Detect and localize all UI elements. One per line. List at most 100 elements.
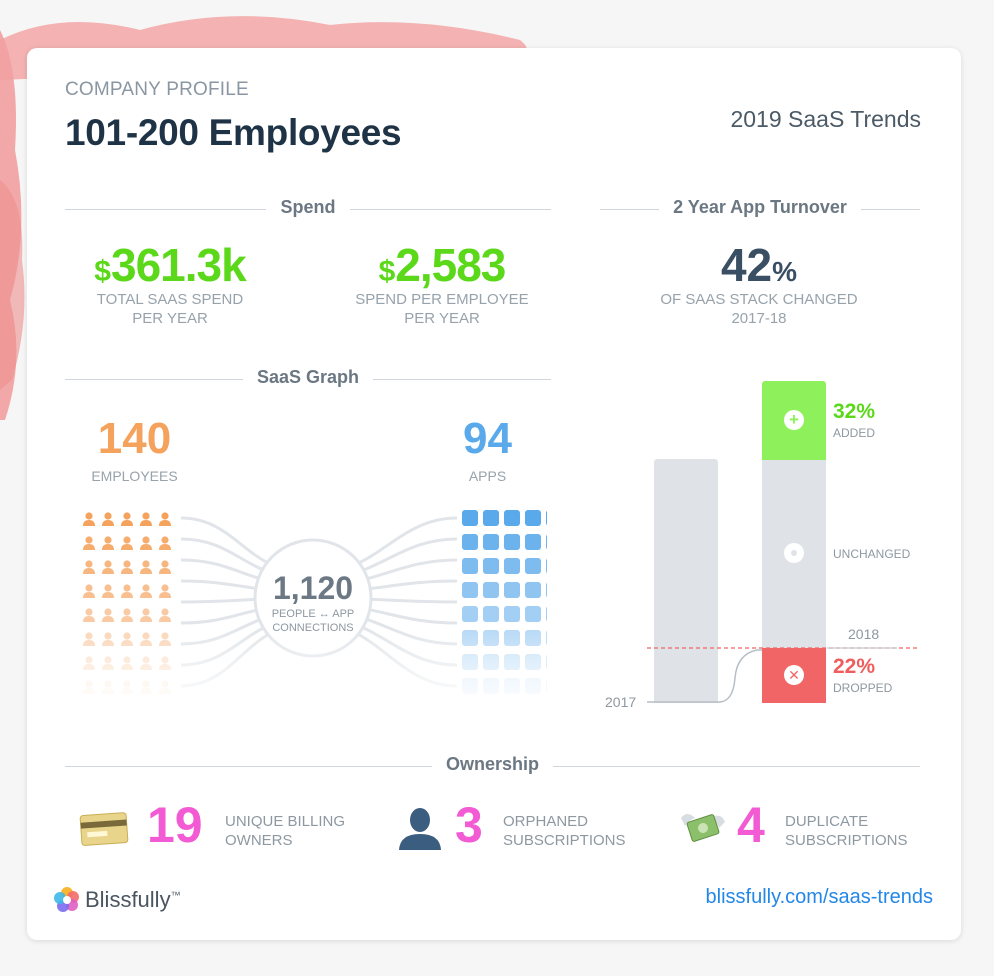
- turnover-section-heading: 2 Year App Turnover: [600, 197, 920, 221]
- app-square-icon: [504, 582, 520, 598]
- orphaned-count: 3: [455, 797, 483, 853]
- x-icon: ✕: [784, 665, 804, 685]
- ownership-heading-label: Ownership: [431, 754, 553, 774]
- spend-section-heading: Spend: [65, 197, 551, 221]
- company-profile-eyebrow: COMPANY PROFILE: [65, 79, 249, 100]
- duplicate-count: 4: [737, 797, 765, 853]
- app-square-icon: [546, 606, 547, 622]
- added-label: ADDED: [833, 426, 876, 440]
- bar-segment-dropped: ✕: [762, 648, 826, 703]
- app-square-icon: [483, 606, 499, 622]
- app-square-icon: [546, 534, 547, 550]
- person-icon: [83, 584, 95, 598]
- turnover-percent: 42%: [720, 239, 798, 291]
- spend-per-employee-stat: $2,583 SPEND PER EMPLOYEE PER YEAR: [344, 238, 540, 328]
- saas-graph-section-heading: SaaS Graph: [65, 367, 551, 391]
- ownership-item-duplicate: 4 DUPLICATE SUBSCRIPTIONS: [677, 796, 917, 856]
- plus-icon: +: [784, 410, 804, 430]
- dropped-legend: 22% DROPPED: [833, 655, 892, 695]
- app-square-icon: [462, 582, 478, 598]
- app-square-icon: [462, 510, 478, 526]
- person-silhouette-icon: [399, 808, 441, 850]
- person-icon: [83, 536, 95, 550]
- person-icon: [102, 584, 114, 598]
- ownership-item-billing: 19 UNIQUE BILLING OWNERS: [79, 796, 359, 856]
- money-with-wings-icon: [681, 814, 725, 842]
- app-square-icon: [525, 534, 541, 550]
- page-title: 101-200 Employees: [65, 112, 402, 153]
- saas-trends-link[interactable]: blissfully.com/saas-trends: [705, 886, 933, 908]
- total-spend-stat: $361.3k TOTAL SAAS SPEND PER YEAR: [75, 238, 265, 328]
- bar-segment-added: +: [762, 381, 826, 460]
- saas-graph-heading-label: SaaS Graph: [242, 367, 374, 387]
- employees-stat: 140 EMPLOYEES: [77, 414, 192, 484]
- person-icon: [140, 608, 152, 622]
- connections-count: 1,120: [272, 570, 354, 606]
- person-icon: [102, 608, 114, 622]
- person-icon: [159, 608, 171, 622]
- connections-caption: PEOPLE ↔ APP CONNECTIONS: [271, 608, 355, 634]
- turnover-stat: 42% OF SAAS STACK CHANGED 2017-18: [639, 238, 879, 328]
- unchanged-label: UNCHANGED: [833, 547, 911, 561]
- bar-segment-unchanged: [762, 460, 826, 648]
- added-legend: 32% ADDED: [833, 400, 875, 440]
- brand-name: Blissfully™: [85, 887, 181, 912]
- person-icon: [140, 584, 152, 598]
- app-square-icon: [462, 558, 478, 574]
- turnover-connectors: [647, 647, 917, 703]
- total-spend-value: $361.3k: [94, 239, 246, 291]
- billing-owners-caption: UNIQUE BILLING OWNERS: [225, 813, 346, 849]
- person-icon: [102, 536, 114, 550]
- app-square-icon: [504, 606, 520, 622]
- saas-network-graph: [77, 510, 547, 706]
- billing-owners-count: 19: [147, 797, 203, 853]
- app-square-icon: [525, 582, 541, 598]
- blissfully-flower-icon: [54, 887, 79, 912]
- app-square-icon: [483, 558, 499, 574]
- app-square-icon: [483, 510, 499, 526]
- total-spend-caption: TOTAL SAAS SPEND PER YEAR: [96, 291, 244, 327]
- person-icon: [121, 560, 133, 574]
- ownership-item-orphaned: 3 ORPHANED SUBSCRIPTIONS: [397, 796, 637, 856]
- year-2018-label: 2018: [848, 626, 880, 642]
- app-square-icon: [462, 534, 478, 550]
- dot-icon: [784, 543, 804, 563]
- person-icon: [159, 536, 171, 550]
- app-square-icon: [483, 582, 499, 598]
- app-square-icon: [483, 534, 499, 550]
- added-percent: 32%: [833, 400, 876, 423]
- person-icon: [159, 512, 171, 526]
- app-square-icon: [546, 558, 547, 574]
- infographic-card: COMPANY PROFILE 101-200 Employees 2019 S…: [27, 48, 961, 940]
- app-square-icon: [504, 534, 520, 550]
- person-icon: [83, 560, 95, 574]
- person-icon: [83, 608, 95, 622]
- app-square-icon: [504, 510, 520, 526]
- connections-stat: 1,120 PEOPLE ↔ APP CONNECTIONS: [253, 570, 373, 635]
- person-icon: [140, 536, 152, 550]
- turnover-caption: OF SAAS STACK CHANGED 2017-18: [660, 291, 858, 327]
- app-square-icon: [525, 606, 541, 622]
- apps-count: 94: [463, 414, 512, 463]
- brand-logo[interactable]: Blissfully™: [53, 883, 181, 917]
- apps-label: APPS: [468, 468, 507, 484]
- year-2017-label: 2017: [605, 694, 637, 710]
- apps-stat: 94 APPS: [430, 414, 545, 484]
- report-name: 2019 SaaS Trends: [730, 106, 921, 132]
- person-icon: [121, 608, 133, 622]
- person-icon: [159, 560, 171, 574]
- duplicate-caption: DUPLICATE SUBSCRIPTIONS: [785, 813, 908, 849]
- person-icon: [140, 560, 152, 574]
- ownership-section-heading: Ownership: [65, 754, 920, 778]
- app-square-icon: [504, 558, 520, 574]
- app-square-icon: [525, 558, 541, 574]
- turnover-heading-label: 2 Year App Turnover: [659, 197, 861, 217]
- dropped-label: DROPPED: [833, 681, 893, 695]
- orphaned-caption: ORPHANED SUBSCRIPTIONS: [503, 813, 626, 849]
- app-square-icon: [546, 582, 547, 598]
- employees-label: EMPLOYEES: [91, 468, 178, 484]
- person-icon: [102, 560, 114, 574]
- app-square-icon: [546, 510, 547, 526]
- spend-heading-label: Spend: [266, 197, 350, 217]
- credit-card-icon: [79, 812, 129, 846]
